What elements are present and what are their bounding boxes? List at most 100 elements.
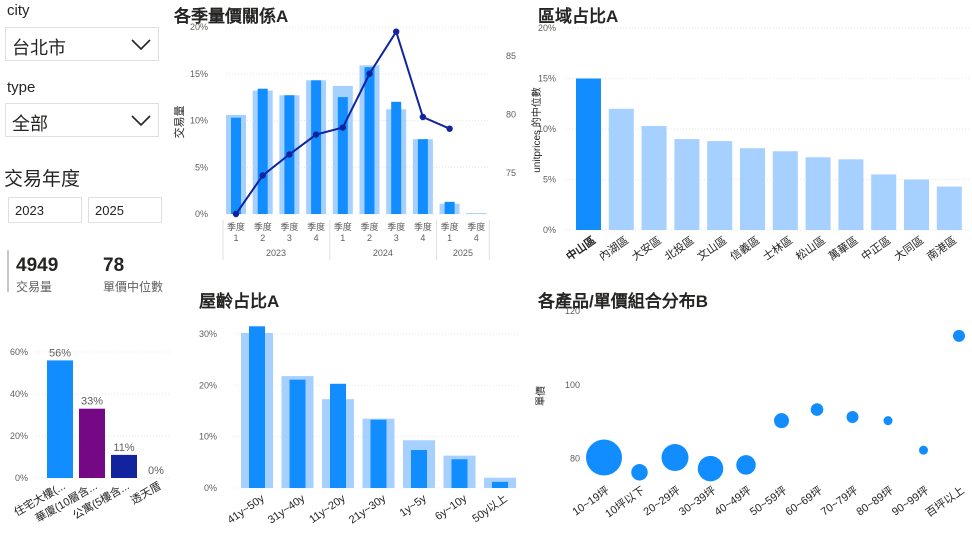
bar-front xyxy=(311,80,322,214)
y-tick-label: 20% xyxy=(190,22,208,32)
x-tick-label: 百坪以上 xyxy=(923,484,966,520)
bar xyxy=(772,151,798,230)
price-point xyxy=(232,210,240,218)
x-tick-label: 20~29坪 xyxy=(641,484,683,519)
x-tick-label: 40~49坪 xyxy=(712,484,754,519)
type-dropdown[interactable]: 全部 xyxy=(5,103,159,137)
x-tick-label: 70~79坪 xyxy=(818,484,860,519)
x-tick-label: 31y~40y xyxy=(266,492,308,526)
price-point xyxy=(393,28,400,35)
year-label: 2024 xyxy=(373,248,393,258)
y-tick-label: 20% xyxy=(538,23,556,33)
bar xyxy=(805,157,831,230)
x-tick-label: 50y以上 xyxy=(470,492,510,525)
bar xyxy=(674,139,700,230)
type-dropdown-value: 全部 xyxy=(12,114,48,134)
bar-front xyxy=(257,88,268,214)
district-chart[interactable]: 0% 5% 10% 15% 20% unitprices 的中位數中山區內湖區大安區北投區… xyxy=(530,22,972,270)
bubble xyxy=(697,455,724,482)
y-axis-title: unitprices 的中位數 xyxy=(530,87,543,173)
x-tick-label: 信義區 xyxy=(727,233,762,263)
building-type-chart[interactable]: 0%20%40%60% 56%住宅大樓(...33%華廈(10層含...11%公寓… xyxy=(0,330,170,543)
seasonal-chart-title: 各季量價關係A xyxy=(174,7,289,26)
city-dropdown-value: 台北市 xyxy=(12,38,66,58)
bar xyxy=(47,360,73,478)
bar xyxy=(871,174,897,230)
bubble xyxy=(736,455,756,475)
x-tick-label: 士林區 xyxy=(760,233,795,263)
age-chart[interactable]: 0% 10% 20% 30% 41y~50y 31y~40y 11y~20y 21y~30y 1… xyxy=(190,310,530,543)
bar-front xyxy=(411,450,427,488)
x-tick-label: 內湖區 xyxy=(597,234,631,264)
data-label: 33% xyxy=(81,396,103,408)
quarter-label: 季度 xyxy=(280,221,298,232)
bubble xyxy=(919,445,928,455)
data-label: 56% xyxy=(49,347,71,359)
product-chart-title: 各產品/單價組合分布B xyxy=(538,292,708,311)
quarter-number: 1 xyxy=(340,233,345,243)
bar xyxy=(641,125,667,230)
x-tick-label: 大安區 xyxy=(629,233,664,263)
y2-tick-label: 75 xyxy=(506,168,516,178)
bar xyxy=(740,148,765,230)
y-tick-label: 80 xyxy=(570,454,580,464)
y-tick-label: 5% xyxy=(195,162,208,172)
bar-front xyxy=(337,97,348,214)
bar-front xyxy=(391,101,402,214)
transaction-count-label: 交易量 xyxy=(16,280,53,294)
bubble xyxy=(883,416,893,426)
year-slicer-label: 交易年度 xyxy=(4,169,81,190)
chevron-down-icon xyxy=(131,39,151,51)
x-tick-label: 松山區 xyxy=(793,233,828,263)
x-tick-label: 11y~20y xyxy=(307,492,348,526)
quarter-label: 季度 xyxy=(387,221,405,232)
quarter-number: 4 xyxy=(420,233,425,243)
price-point xyxy=(419,113,427,121)
bar-front xyxy=(249,326,265,488)
city-dropdown[interactable]: 台北市 xyxy=(5,27,159,61)
y-tick-label: 120 xyxy=(565,306,580,316)
quarter-number: 3 xyxy=(287,233,292,243)
x-tick-label: 21y~30y xyxy=(347,492,389,526)
year-to-input[interactable]: 2025 xyxy=(88,197,162,223)
y-tick-label: 20% xyxy=(10,431,28,441)
x-tick-label: 1y~5y xyxy=(398,492,430,519)
quarter-number: 4 xyxy=(314,233,319,243)
product-chart[interactable]: 80100120單價10~19坪10坪以下20~29坪30~39坪40~49坪5… xyxy=(530,300,972,543)
y-axis-title: 單價 xyxy=(534,386,547,406)
bar-front xyxy=(417,139,428,214)
bar-front xyxy=(451,459,468,488)
bubble xyxy=(953,329,965,342)
quarter-label: 季度 xyxy=(467,221,485,232)
y-tick-label: 0% xyxy=(15,473,28,483)
bar xyxy=(79,408,105,478)
x-tick-label: 大同區 xyxy=(891,233,926,263)
seasonal-chart[interactable]: 0%5%10%15%20%758085交易量季度1季度2季度3季度4季度1季度2… xyxy=(170,22,530,270)
bar xyxy=(111,454,137,478)
y-tick-label: 10% xyxy=(199,432,217,442)
x-tick-label: 41y~50y xyxy=(226,492,268,526)
chevron-down-icon xyxy=(131,115,151,127)
x-tick-label: 10坪以下 xyxy=(603,484,648,521)
bubble xyxy=(631,464,648,481)
transaction-count-value: 4949 xyxy=(16,255,59,276)
year-label: 2023 xyxy=(266,248,286,258)
data-label: 0% xyxy=(148,465,164,477)
x-tick-label: 6y~10y xyxy=(433,492,470,523)
y2-tick-label: 80 xyxy=(506,110,516,120)
bar xyxy=(936,186,962,230)
x-tick-label: 中山區 xyxy=(563,233,598,263)
year-from-input[interactable]: 2023 xyxy=(8,197,82,223)
y-tick-label: 15% xyxy=(538,74,556,84)
type-slicer-label: type xyxy=(7,79,36,96)
card-divider xyxy=(7,250,9,292)
price-point xyxy=(286,151,293,158)
age-chart-title: 屋齡占比A xyxy=(199,292,280,311)
bar-front xyxy=(492,481,508,488)
quarter-number: 4 xyxy=(474,233,479,243)
quarter-number: 3 xyxy=(394,233,399,243)
data-label: 11% xyxy=(113,442,134,454)
quarter-number: 2 xyxy=(367,233,372,243)
bar-front xyxy=(289,379,306,488)
bubble xyxy=(661,444,689,472)
